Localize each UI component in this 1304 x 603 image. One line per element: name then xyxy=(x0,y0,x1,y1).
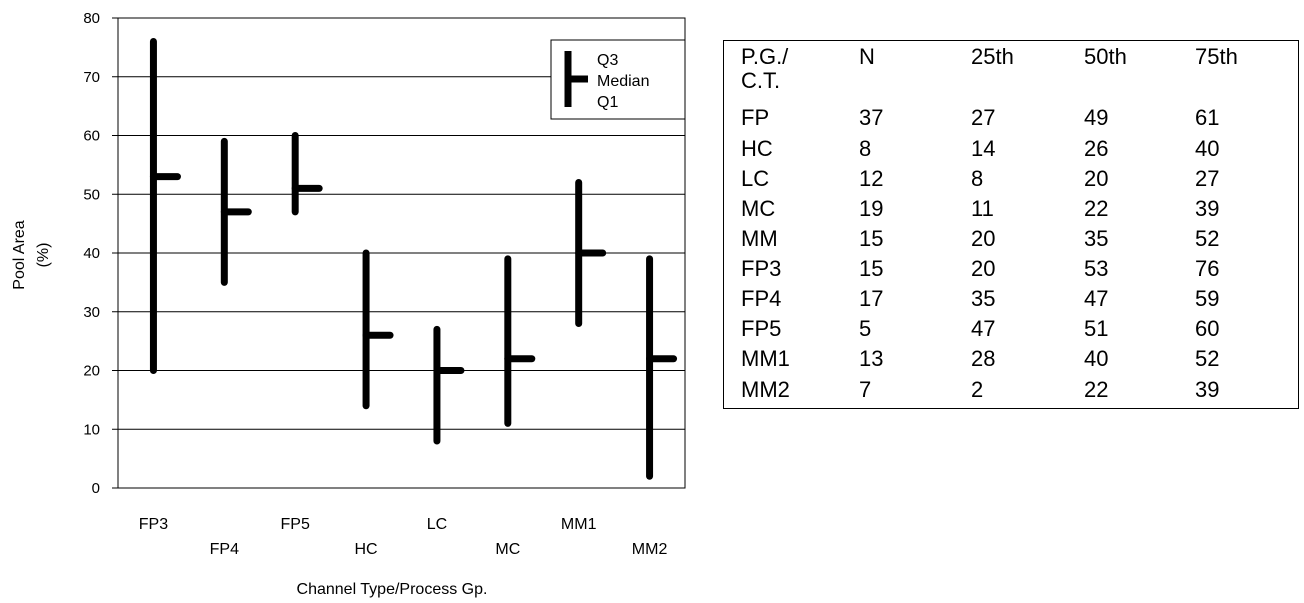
table-header-row: P.G./C.T. N 25th 50th 75th xyxy=(724,41,1299,107)
table-row: FP4 17 35 47 59 xyxy=(724,287,1299,317)
x-category-label: FP3 xyxy=(139,516,168,533)
table-cell: 28 xyxy=(971,346,996,372)
legend-median-label: Median xyxy=(597,73,649,90)
table-cell: HC xyxy=(741,135,773,161)
table-cell: 40 xyxy=(1195,135,1220,161)
table-cell: 76 xyxy=(1195,256,1220,282)
table-cell: 60 xyxy=(1195,316,1220,342)
table-cell: MM2 xyxy=(741,376,790,402)
percentile-table: P.G./C.T. N 25th 50th 75th FP 37 27 49 61 HC 8… xyxy=(723,40,1299,409)
x-category-label: HC xyxy=(355,541,378,558)
table-cell: LC xyxy=(741,165,770,191)
table-cell: MM1 xyxy=(741,346,790,372)
y-tick-label: 60 xyxy=(83,128,100,145)
table-cell: 20 xyxy=(971,256,996,282)
table-header-cell: 75th xyxy=(1195,44,1238,69)
y-tick-label: 10 xyxy=(83,421,100,438)
table-cell: 37 xyxy=(859,105,884,131)
table-cell: 27 xyxy=(971,105,996,131)
table-cell: 11 xyxy=(971,195,994,221)
table-cell: 52 xyxy=(1195,346,1220,372)
x-category-label: FP4 xyxy=(210,541,239,558)
table-header-cell: P.G./C.T. xyxy=(741,44,789,93)
table-cell: 27 xyxy=(1195,165,1220,191)
table-cell: 51 xyxy=(1084,316,1109,342)
table-cell: 35 xyxy=(1084,225,1109,251)
table-cell: 47 xyxy=(1084,286,1109,312)
y-axis-ticks: 0 10 20 30 40 50 60 70 80 xyxy=(83,10,118,497)
y-tick-label: 30 xyxy=(83,304,100,321)
table-cell: 39 xyxy=(1195,195,1220,221)
table-cell: 20 xyxy=(1084,165,1109,191)
table-cell: 15 xyxy=(859,256,884,282)
legend-q3-label: Q3 xyxy=(597,52,618,69)
table-header-cell: 25th xyxy=(971,44,1014,69)
table-cell: FP5 xyxy=(741,316,782,342)
x-category-label: FP5 xyxy=(281,516,310,533)
table-cell: FP4 xyxy=(741,286,782,312)
y-tick-label: 20 xyxy=(83,363,100,380)
table-row: FP5 5 47 51 60 xyxy=(724,317,1299,347)
table-cell: 40 xyxy=(1084,346,1109,372)
table-row: MM1 13 28 40 52 xyxy=(724,347,1299,377)
y-axis-label-unit: (%) xyxy=(35,243,52,268)
table-cell: FP3 xyxy=(741,256,782,282)
table-cell: 19 xyxy=(859,195,884,221)
table-cell: 13 xyxy=(859,346,884,372)
y-tick-label: 0 xyxy=(92,480,100,497)
table-cell: 12 xyxy=(859,165,884,191)
legend-q1-label: Q1 xyxy=(597,94,618,111)
table-row: MM 15 20 35 52 xyxy=(724,227,1299,257)
table-cell: 5 xyxy=(859,316,872,342)
table-cell: 35 xyxy=(971,286,996,312)
table-cell: 7 xyxy=(859,376,872,402)
table-cell: 39 xyxy=(1195,376,1220,402)
table-header-cell: N xyxy=(859,44,875,69)
legend: Q3 Median Q1 xyxy=(550,39,686,120)
x-axis-label: Channel Type/Process Gp. xyxy=(297,581,488,598)
table-cell: 8 xyxy=(859,135,872,161)
table-cell: 14 xyxy=(971,135,996,161)
table-cell: 15 xyxy=(859,225,884,251)
gridlines xyxy=(118,76,685,430)
table-cell: 20 xyxy=(971,225,996,251)
x-category-label: LC xyxy=(427,516,447,533)
y-tick-label: 40 xyxy=(83,245,100,262)
y-tick-label: 70 xyxy=(83,69,100,86)
table-cell: MC xyxy=(741,195,776,221)
table-cell: 61 xyxy=(1195,105,1220,131)
table-cell: 17 xyxy=(859,286,884,312)
x-axis-categories: FP3 FP4 FP5 HC LC MC MM1 MM2 xyxy=(139,516,668,558)
table-cell: 47 xyxy=(971,316,996,342)
table-row: FP3 15 20 53 76 xyxy=(724,257,1299,287)
table-header-cell: 50th xyxy=(1084,44,1127,69)
table-cell: FP xyxy=(741,105,770,131)
table-cell: 22 xyxy=(1084,195,1109,221)
table-cell: 8 xyxy=(971,165,984,191)
table-row: LC 12 8 20 27 xyxy=(724,165,1299,197)
x-category-label: MM2 xyxy=(632,541,668,558)
table-row: MC 19 11 22 39 xyxy=(724,195,1299,227)
table-row: MM2 7 2 22 39 xyxy=(724,376,1299,409)
y-tick-label: 50 xyxy=(83,186,100,203)
table-cell: MM xyxy=(741,225,778,251)
table-cell: 26 xyxy=(1084,135,1109,161)
table-cell: 22 xyxy=(1084,376,1109,402)
table-row: HC 8 14 26 40 xyxy=(724,135,1299,167)
data-bars xyxy=(149,38,678,480)
table-row: FP 37 27 49 61 xyxy=(724,106,1299,136)
table-cell: 59 xyxy=(1195,286,1220,312)
x-category-label: MC xyxy=(495,541,520,558)
table-cell: 49 xyxy=(1084,105,1109,131)
table-cell: 53 xyxy=(1084,256,1109,282)
x-category-label: MM1 xyxy=(561,516,597,533)
table-cell: 2 xyxy=(971,376,984,402)
y-axis-label: Pool Area xyxy=(11,220,28,289)
y-tick-label: 80 xyxy=(83,10,100,27)
table-cell: 52 xyxy=(1195,225,1220,251)
